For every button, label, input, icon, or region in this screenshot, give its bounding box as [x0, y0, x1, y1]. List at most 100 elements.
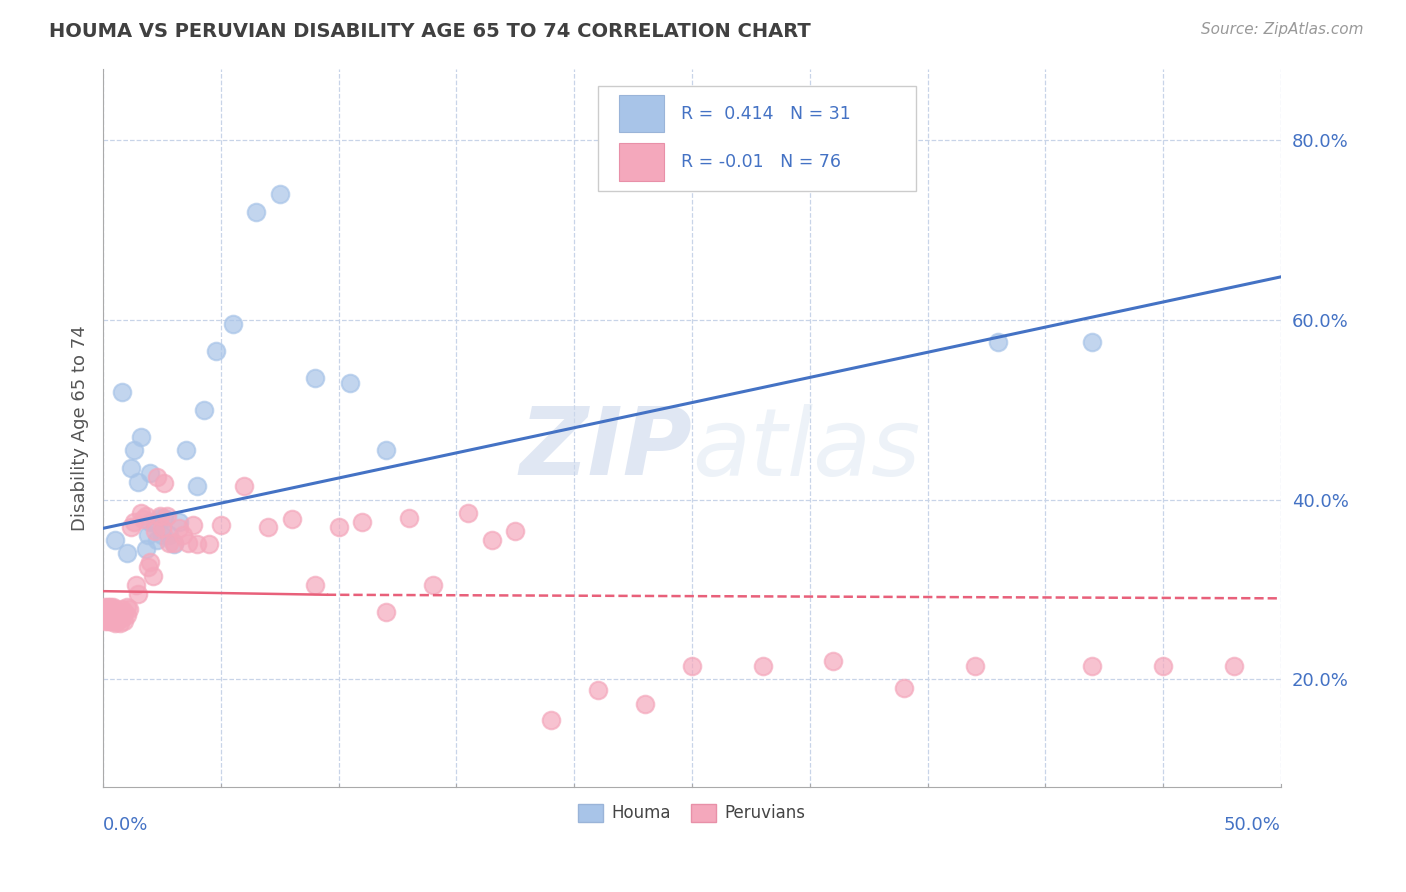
Point	[120, 461, 142, 475]
FancyBboxPatch shape	[598, 87, 915, 191]
Point	[167, 521, 190, 535]
Point	[245, 205, 267, 219]
Text: 0.0%: 0.0%	[103, 815, 149, 834]
Point	[157, 535, 180, 549]
Point	[97, 614, 120, 628]
Point	[167, 515, 190, 529]
Text: ZIP: ZIP	[519, 403, 692, 495]
Point	[104, 533, 127, 547]
Text: R = -0.01   N = 76: R = -0.01 N = 76	[682, 153, 841, 171]
Point	[157, 528, 180, 542]
Point	[150, 521, 173, 535]
Point	[115, 600, 138, 615]
Point	[115, 546, 138, 560]
Point	[97, 605, 120, 619]
Point	[304, 371, 326, 385]
Point	[352, 515, 374, 529]
Legend: Houma, Peruvians: Houma, Peruvians	[572, 797, 813, 829]
Point	[101, 605, 124, 619]
Point	[505, 524, 527, 538]
Point	[136, 560, 159, 574]
Point	[115, 607, 138, 622]
Point	[97, 600, 120, 615]
Point	[143, 524, 166, 538]
Text: R =  0.414   N = 31: R = 0.414 N = 31	[682, 104, 851, 123]
Point	[98, 607, 121, 622]
Point	[374, 443, 396, 458]
Point	[129, 430, 152, 444]
Point	[122, 515, 145, 529]
Point	[129, 506, 152, 520]
Point	[209, 517, 232, 532]
Point	[177, 535, 200, 549]
Point	[94, 609, 117, 624]
Point	[156, 508, 179, 523]
Point	[101, 600, 124, 615]
Point	[205, 344, 228, 359]
Point	[112, 614, 135, 628]
Point	[127, 475, 149, 489]
Point	[963, 658, 986, 673]
Point	[149, 510, 172, 524]
Point	[101, 614, 124, 628]
Point	[120, 519, 142, 533]
Point	[163, 535, 186, 549]
Point	[132, 512, 155, 526]
Point	[987, 335, 1010, 350]
Point	[105, 605, 128, 619]
FancyBboxPatch shape	[619, 95, 664, 132]
Point	[118, 602, 141, 616]
Point	[233, 479, 256, 493]
Text: atlas: atlas	[692, 404, 921, 495]
Point	[681, 658, 703, 673]
Point	[339, 376, 361, 390]
Point	[257, 519, 280, 533]
Point	[153, 510, 176, 524]
Point	[142, 569, 165, 583]
Point	[112, 605, 135, 619]
Point	[108, 605, 131, 619]
Point	[94, 600, 117, 615]
Point	[269, 187, 291, 202]
Point	[1081, 658, 1104, 673]
Point	[146, 470, 169, 484]
FancyBboxPatch shape	[619, 144, 664, 180]
Point	[94, 614, 117, 628]
Point	[105, 614, 128, 628]
Point	[94, 605, 117, 619]
Point	[374, 605, 396, 619]
Point	[127, 587, 149, 601]
Point	[457, 506, 479, 520]
Point	[146, 533, 169, 547]
Point	[280, 512, 302, 526]
Point	[1152, 658, 1174, 673]
Point	[98, 600, 121, 615]
Y-axis label: Disability Age 65 to 74: Disability Age 65 to 74	[72, 325, 89, 531]
Point	[304, 578, 326, 592]
Point	[149, 508, 172, 523]
Point	[139, 556, 162, 570]
Point	[186, 479, 208, 493]
Point	[198, 537, 221, 551]
Point	[108, 616, 131, 631]
Point	[104, 602, 127, 616]
Point	[823, 654, 845, 668]
Point	[139, 515, 162, 529]
Point	[111, 611, 134, 625]
Point	[143, 515, 166, 529]
Point	[135, 508, 157, 523]
Point	[1081, 335, 1104, 350]
Point	[181, 517, 204, 532]
Point	[751, 658, 773, 673]
Point	[111, 384, 134, 399]
Point	[328, 519, 350, 533]
Point	[586, 682, 609, 697]
Point	[136, 528, 159, 542]
Text: HOUMA VS PERUVIAN DISABILITY AGE 65 TO 74 CORRELATION CHART: HOUMA VS PERUVIAN DISABILITY AGE 65 TO 7…	[49, 22, 811, 41]
Point	[1222, 658, 1244, 673]
Point	[398, 510, 420, 524]
Point	[153, 476, 176, 491]
Point	[174, 443, 197, 458]
Point	[139, 466, 162, 480]
Point	[540, 713, 562, 727]
